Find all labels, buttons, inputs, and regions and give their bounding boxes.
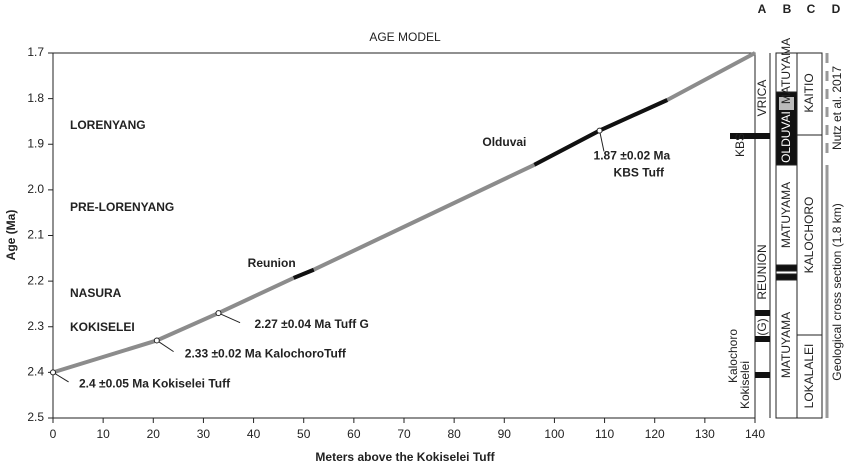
tuff-label: 2.33 ±0.02 Ma KalochoroTuff bbox=[185, 347, 347, 361]
x-tick-label: 40 bbox=[247, 427, 261, 441]
age-model-line bbox=[292, 267, 315, 280]
reunion-block bbox=[775, 264, 798, 272]
x-tick-label: 30 bbox=[197, 427, 211, 441]
tuff-marker bbox=[215, 310, 222, 317]
column-header: D bbox=[832, 2, 841, 16]
column-text: Geological cross section (1.8 km) bbox=[830, 203, 844, 380]
member-label: KOKISELEI bbox=[70, 320, 135, 334]
column-text: KALOCHORO bbox=[802, 197, 816, 274]
x-tick-label: 70 bbox=[397, 427, 411, 441]
x-tick-label: 60 bbox=[347, 427, 361, 441]
y-tick-label: 1.8 bbox=[27, 91, 44, 105]
tuff-marker bbox=[153, 337, 160, 344]
reunion-block bbox=[775, 273, 798, 281]
column-text: MATUYAMA bbox=[779, 38, 793, 104]
column-text: Nutz et al. 2017 bbox=[830, 66, 844, 150]
leader-line bbox=[599, 130, 605, 152]
x-tick-label: 130 bbox=[695, 427, 715, 441]
column-text: KBS bbox=[733, 133, 747, 157]
y-tick-label: 2.5 bbox=[27, 410, 44, 424]
x-tick-label: 50 bbox=[297, 427, 311, 441]
x-tick-label: 20 bbox=[147, 427, 161, 441]
tuff-label: 1.87 ±0.02 Ma bbox=[594, 149, 671, 163]
tuff-label: 2.4 ±0.05 Ma Kokiselei Tuff bbox=[79, 377, 231, 391]
x-tick-label: 140 bbox=[745, 427, 765, 441]
column-header: A bbox=[758, 2, 767, 16]
column-header: C bbox=[807, 2, 816, 16]
member-label: LORENYANG bbox=[70, 118, 146, 132]
leader-line bbox=[218, 312, 241, 324]
x-tick-label: 120 bbox=[645, 427, 665, 441]
column-text: OLDUVAI bbox=[779, 111, 793, 163]
x-tick-label: 90 bbox=[498, 427, 512, 441]
column-text: LOKALALEI bbox=[802, 344, 816, 409]
tuff-label: 2.27 ±0.04 Ma Tuff G bbox=[254, 317, 368, 331]
x-tick-label: 10 bbox=[96, 427, 110, 441]
chart-title: AGE MODEL bbox=[369, 30, 441, 44]
member-label: NASURA bbox=[70, 286, 122, 300]
column-text: REUNION bbox=[755, 244, 769, 299]
y-tick-label: 2.2 bbox=[27, 273, 44, 287]
y-tick-label: 1.7 bbox=[27, 45, 44, 59]
y-tick-label: 2.4 bbox=[27, 365, 44, 379]
column-text: MATUYAMA bbox=[779, 182, 793, 248]
x-axis-label: Meters above the Kokiselei Tuff bbox=[315, 450, 495, 464]
column-text: MATUYAMA bbox=[779, 312, 793, 378]
column-c bbox=[796, 52, 823, 419]
member-label: PRE-LORENYANG bbox=[70, 200, 174, 214]
leader-line bbox=[156, 340, 174, 353]
tuff-marker bbox=[50, 369, 56, 376]
tuff-bar bbox=[755, 310, 770, 316]
y-tick-label: 2.3 bbox=[27, 319, 44, 333]
x-tick-label: 0 bbox=[50, 427, 57, 441]
olduvai-block bbox=[775, 91, 798, 166]
stratigraphy bbox=[730, 52, 829, 419]
kbs-bar bbox=[730, 133, 770, 139]
x-tick-label: 80 bbox=[447, 427, 461, 441]
segment-label: Olduvai bbox=[482, 135, 526, 149]
column-text: VRICA bbox=[755, 80, 769, 117]
column-texts: A B C D KBS VRICA REUNION (G) Kalochoro … bbox=[726, 2, 844, 409]
tuff-bar bbox=[755, 336, 770, 342]
gap-block bbox=[779, 97, 794, 110]
tuff-bar bbox=[755, 372, 770, 378]
x-tick-label: 100 bbox=[544, 427, 564, 441]
tuff-marker bbox=[596, 127, 603, 134]
y-tick-label: 1.9 bbox=[27, 136, 44, 150]
y-tick-label: 2.0 bbox=[27, 182, 44, 196]
y-tick-label: 2.1 bbox=[27, 228, 44, 242]
leader-line bbox=[52, 371, 69, 383]
segment-label: Reunion bbox=[248, 256, 296, 270]
column-text: KAITIO bbox=[802, 73, 816, 112]
column-text: (G) bbox=[755, 318, 769, 335]
x-tick-label: 110 bbox=[595, 427, 614, 441]
column-text: Kalochoro bbox=[726, 329, 740, 383]
column-header: B bbox=[783, 2, 792, 16]
y-axis-label: Age (Ma) bbox=[4, 210, 18, 261]
column-text: Kokiselei bbox=[738, 361, 752, 409]
tuff-label: KBS Tuff bbox=[614, 166, 665, 180]
